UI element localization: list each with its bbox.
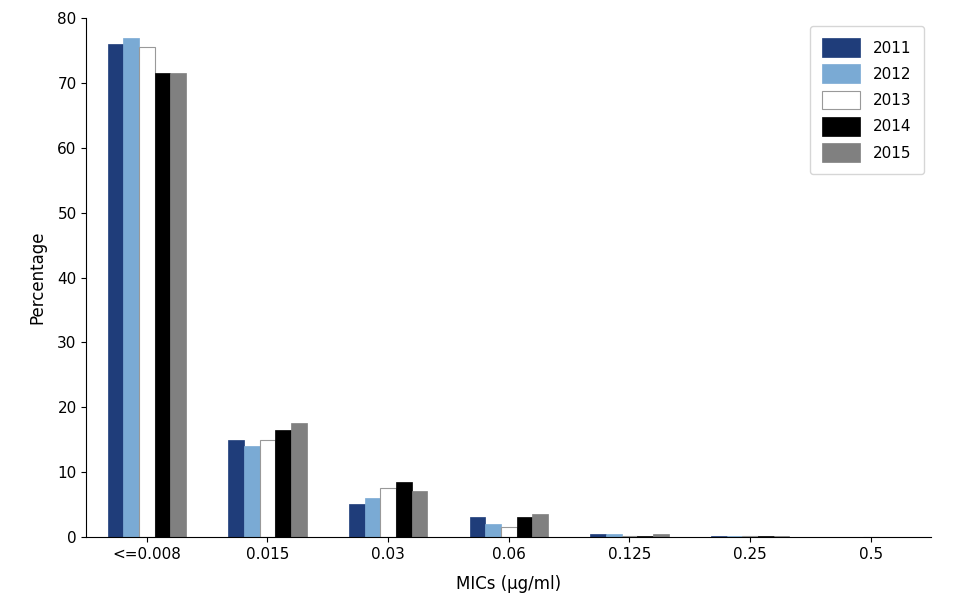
Bar xyxy=(653,534,669,537)
Bar xyxy=(108,45,123,537)
Bar xyxy=(291,423,306,537)
Y-axis label: Percentage: Percentage xyxy=(28,231,46,325)
Bar xyxy=(516,517,533,537)
Bar xyxy=(380,488,396,537)
Bar xyxy=(276,430,291,537)
Bar xyxy=(412,492,427,537)
Bar xyxy=(396,482,412,537)
Bar xyxy=(637,536,653,537)
Bar xyxy=(155,73,170,537)
Bar xyxy=(228,440,244,537)
Bar xyxy=(501,527,516,537)
X-axis label: MICs (µg/ml): MICs (µg/ml) xyxy=(456,575,562,594)
Bar xyxy=(244,446,259,537)
Bar xyxy=(606,534,622,537)
Bar xyxy=(590,534,606,537)
Bar xyxy=(123,38,139,537)
Bar xyxy=(485,524,501,537)
Bar xyxy=(259,440,276,537)
Bar xyxy=(533,514,548,537)
Bar xyxy=(622,536,637,537)
Bar xyxy=(469,517,485,537)
Bar xyxy=(348,504,365,537)
Bar xyxy=(365,498,380,537)
Legend: 2011, 2012, 2013, 2014, 2015: 2011, 2012, 2013, 2014, 2015 xyxy=(810,26,924,174)
Bar xyxy=(139,48,155,537)
Bar xyxy=(170,73,186,537)
